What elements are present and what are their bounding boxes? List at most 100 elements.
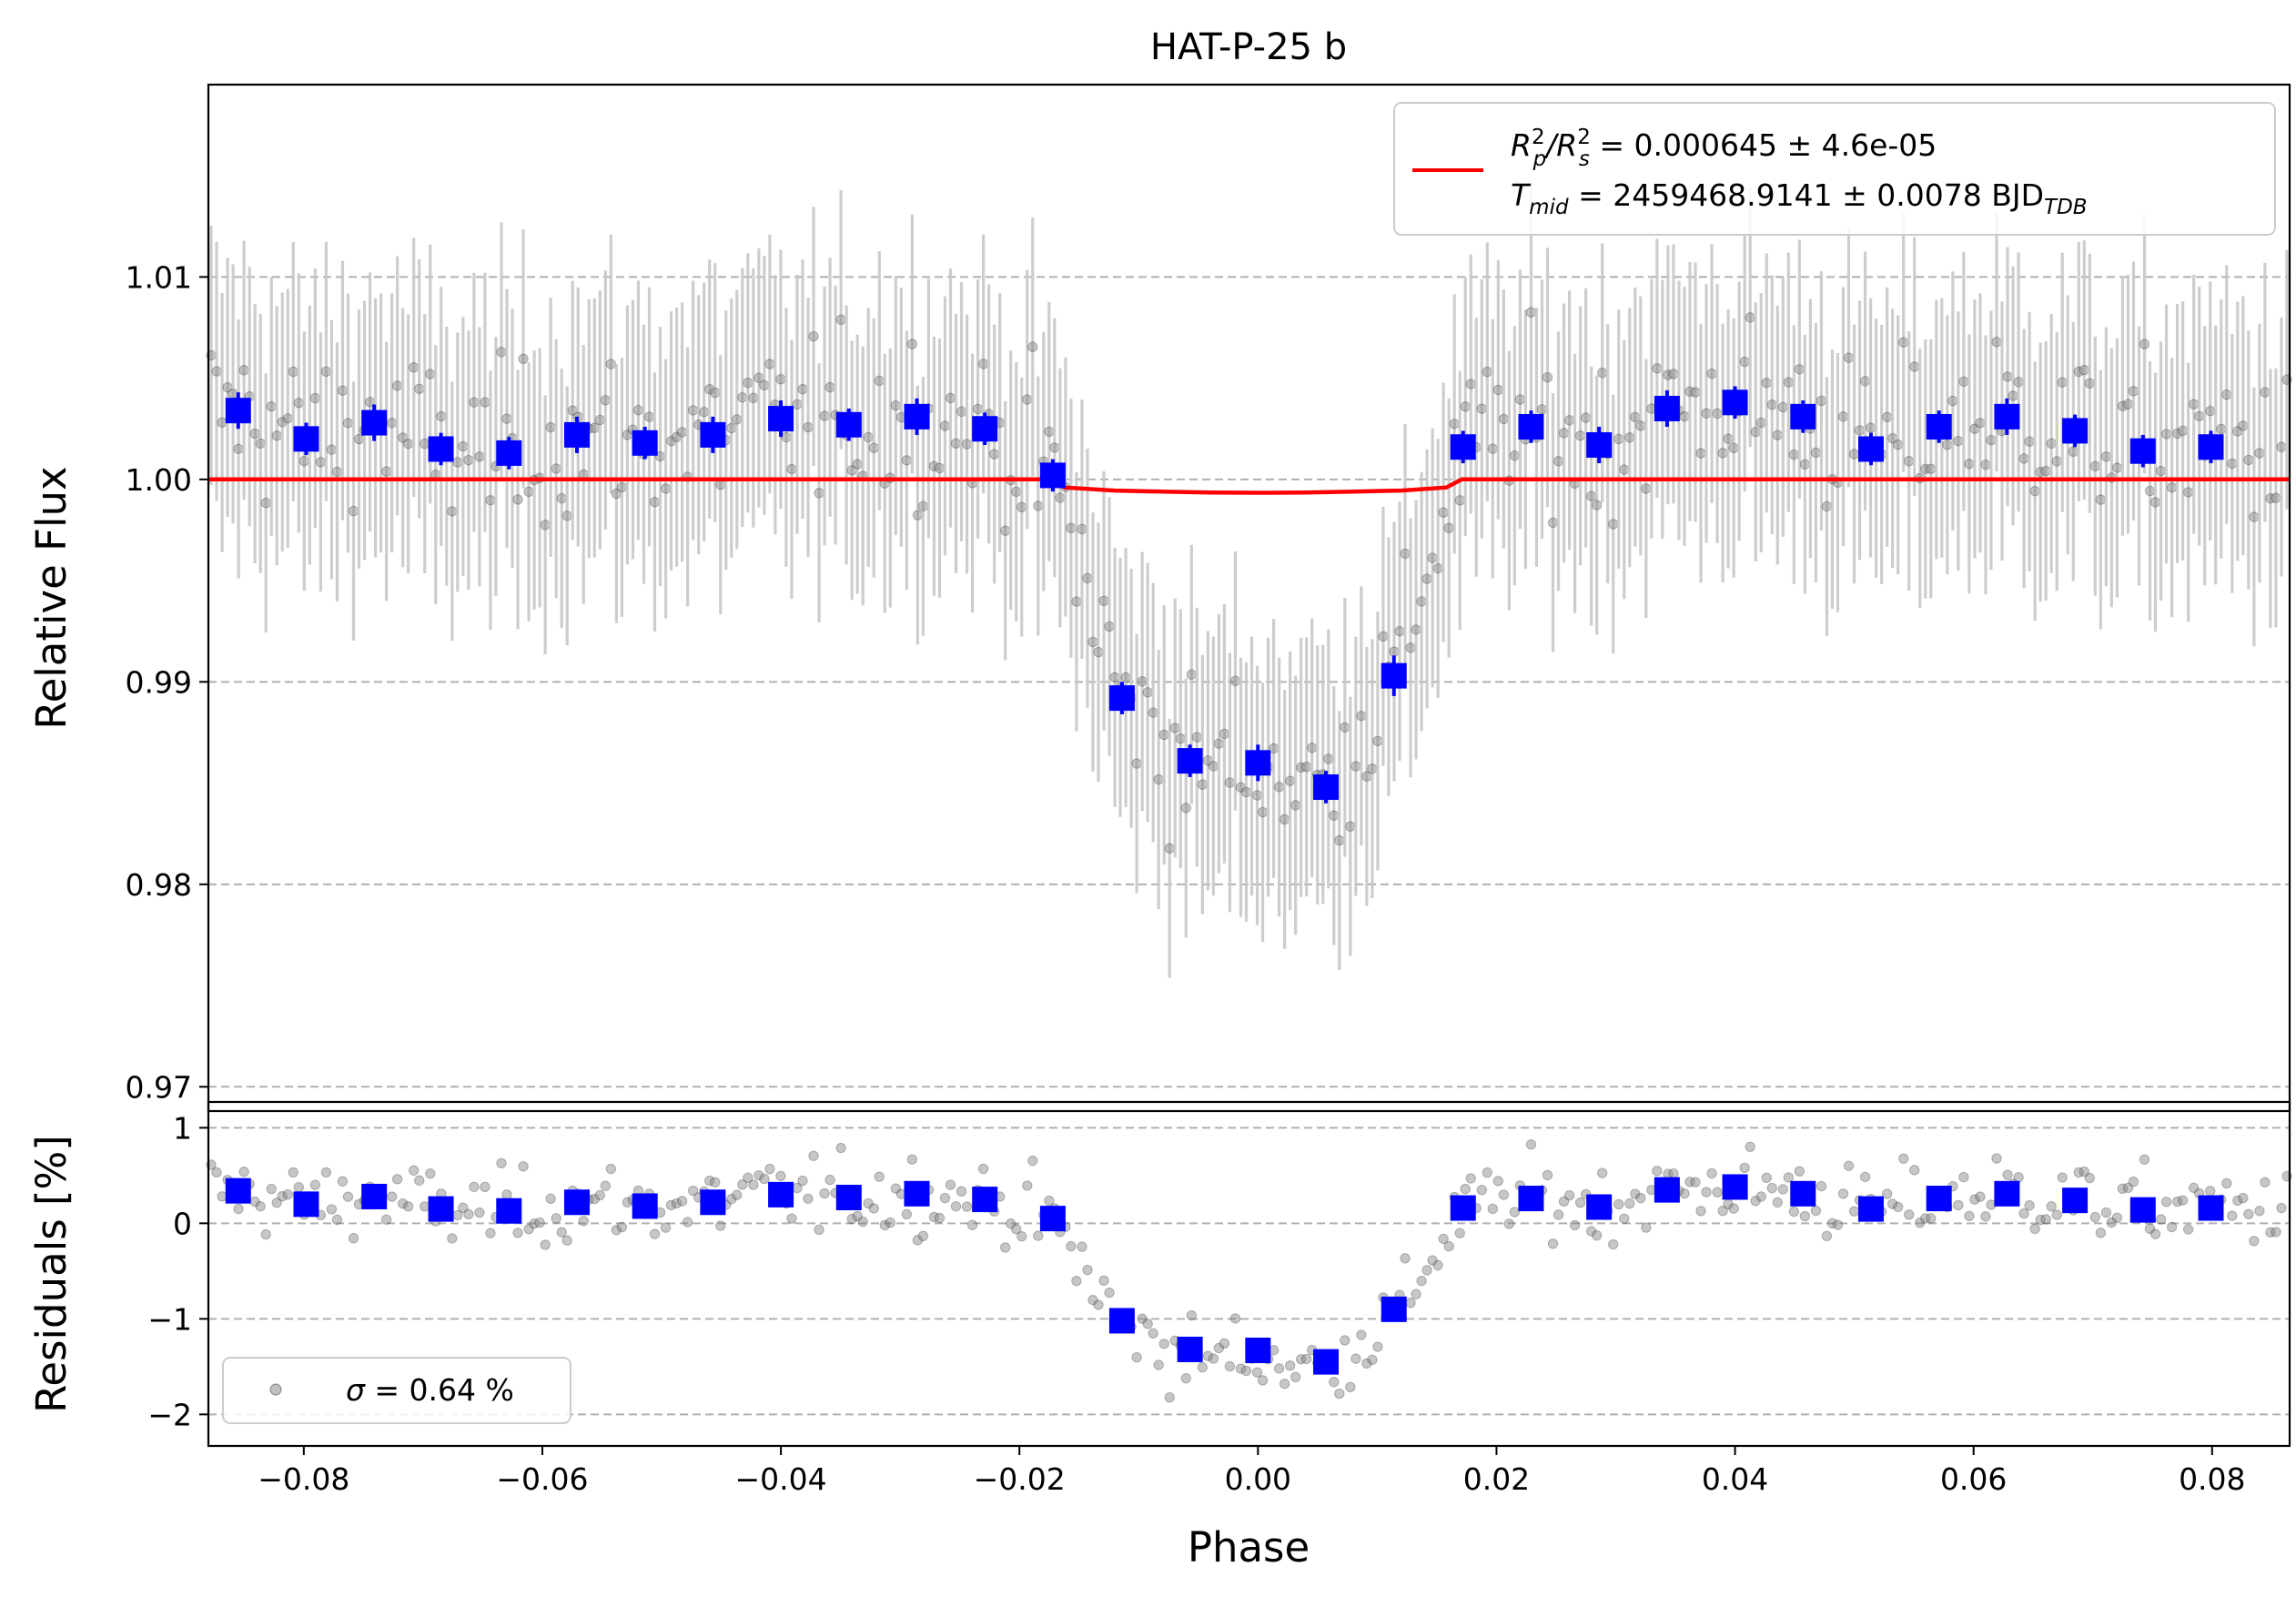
bottom-panel-binned-points [225,1174,2224,1375]
residual-raw-point [743,1172,754,1183]
top-panel-y-axis: 0.97 0.98 0.99 1.00 1.01 [126,259,208,1105]
residual-raw-point [469,1181,480,1193]
binned-point [1245,750,1271,776]
raw-point [1926,463,1937,474]
residual-raw-point [1953,1199,1964,1211]
residual-raw-point [879,1219,890,1231]
residual-raw-point [1904,1209,1915,1220]
residual-raw-point [1044,1195,1055,1207]
residual-raw-point [2029,1223,2040,1235]
residual-raw-point [2018,1208,2029,1219]
raw-point [1843,352,1855,363]
residual-raw-point [956,1186,967,1197]
residual-raw-point [2265,1227,2276,1238]
residual-raw-point [1679,1188,1690,1199]
raw-point [1438,507,1449,518]
residual-raw-point [1772,1197,1783,1208]
binned-point [1722,389,1748,416]
raw-point [1553,456,1564,467]
binned-point [1586,432,1613,459]
raw-point [2068,446,2079,458]
residual-raw-point [1427,1255,1438,1266]
binned-point [835,411,862,438]
bottom-legend-marker [269,1383,282,1396]
residual-raw-point [414,1175,425,1187]
bottom-panel-frame [207,1100,2291,1448]
raw-point [1131,758,1142,769]
raw-point [282,413,293,424]
raw-point [545,421,556,433]
residual-raw-point [1340,1335,1350,1346]
raw-point [1630,411,1641,423]
residual-raw-point [233,1203,244,1215]
residual-raw-point [326,1204,338,1215]
residual-raw-point [2139,1154,2150,1165]
raw-point [999,525,1011,536]
raw-point [781,431,792,443]
residual-binned-point [1654,1177,1680,1203]
raw-point [458,440,469,452]
raw-point [1712,408,1723,419]
top-panel-binned-points [225,386,2224,804]
residual-binned-point [835,1185,862,1210]
raw-point [1723,433,1734,444]
residual-raw-point [2276,1202,2287,1214]
raw-point [436,410,447,422]
raw-point [386,418,398,429]
residual-raw-point [1356,1329,1367,1340]
residual-raw-point [945,1179,956,1190]
residual-binned-point [1857,1196,1884,1222]
residual-raw-point [386,1191,398,1202]
residual-raw-point [1690,1177,1701,1188]
residual-raw-point [512,1228,523,1238]
binned-point [1654,395,1680,421]
residual-raw-point [1334,1388,1345,1400]
raw-point [786,463,797,475]
bottom-ytick-label: 1 [173,1110,192,1146]
residual-raw-point [1279,1378,1290,1390]
residual-raw-point [2166,1221,2178,1233]
residual-raw-point [977,1163,989,1175]
residual-raw-point [1213,1342,1225,1354]
residual-raw-point [748,1179,759,1190]
residual-raw-point [561,1235,572,1246]
residual-binned-point [1722,1174,1748,1200]
residual-binned-point [632,1193,658,1219]
raw-point [956,406,967,418]
residual-raw-point [337,1176,349,1187]
raw-point [764,359,775,369]
xtick-label: 0.00 [1225,1461,1291,1497]
residual-raw-point [2057,1172,2068,1183]
top-panel-legend: R2 p/R2 s = 0.000645 ± 4.6e-05 Tmid = 2459… [1393,102,2276,236]
binned-point [1108,685,1135,712]
top-ytick-label: 0.99 [126,664,192,700]
residual-raw-point [1372,1341,1383,1352]
residual-raw-point [1695,1206,1706,1217]
residual-raw-point [1077,1241,1087,1252]
raw-point [1619,464,1630,475]
legend1-sup2: 2 [1577,126,1591,149]
residual-raw-point [600,1180,612,1191]
raw-point [1679,410,1690,422]
residual-raw-point [1569,1219,1581,1231]
top-panel-ylabel: Relative Flux [27,466,76,729]
residual-raw-point [1728,1203,1739,1214]
binned-point [700,421,726,448]
residual-raw-point [1553,1209,1564,1220]
raw-point [1904,455,1915,467]
raw-point [326,444,338,455]
residual-raw-point [616,1221,628,1233]
residual-raw-point [1926,1213,1937,1224]
residual-raw-point [803,1193,814,1205]
raw-point [1816,395,1827,407]
residual-raw-point [2100,1207,2112,1218]
residual-raw-point [2117,1183,2129,1195]
raw-point [2155,465,2167,477]
residual-raw-point [282,1189,293,1200]
residual-binned-point [1313,1349,1340,1375]
residual-raw-point [1596,1167,1608,1178]
raw-point [1164,843,1175,854]
raw-point [1197,779,1209,790]
residual-raw-point [1574,1197,1586,1208]
raw-point [775,373,786,385]
